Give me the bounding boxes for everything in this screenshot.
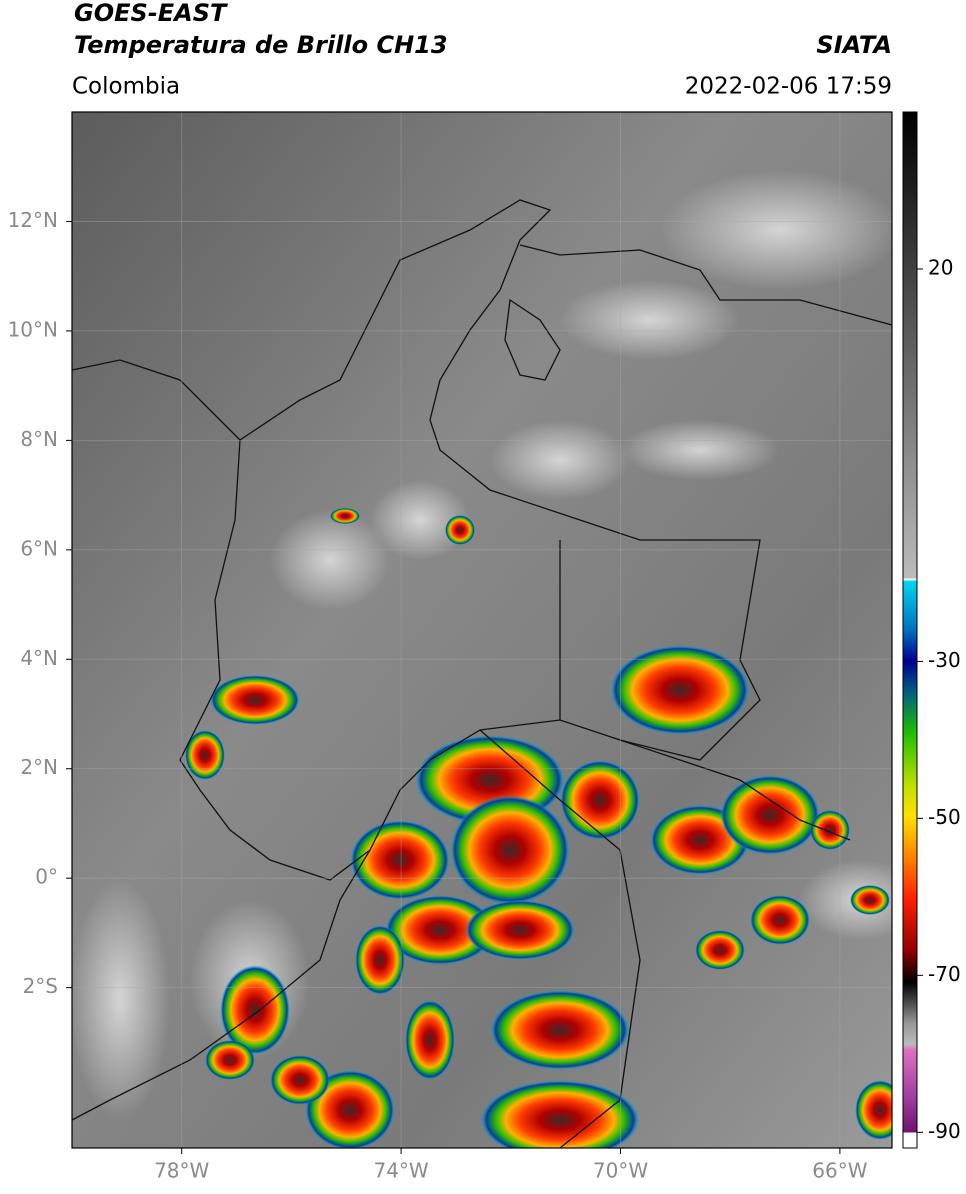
storm-cell bbox=[720, 775, 820, 855]
lat-label: 10°N bbox=[8, 317, 58, 341]
lon-label: 66°W bbox=[812, 1159, 867, 1183]
storm-cell bbox=[855, 1080, 892, 1140]
storm-cell bbox=[270, 1055, 330, 1105]
storm-cell bbox=[210, 675, 300, 725]
title: GOES-EAST bbox=[74, 0, 228, 27]
clouds bbox=[72, 170, 892, 1120]
cloud bbox=[560, 280, 740, 360]
lat-label: 2°N bbox=[20, 755, 58, 779]
cloud bbox=[620, 420, 780, 480]
storm-cell bbox=[810, 810, 850, 850]
colorbar-label: -70 bbox=[928, 962, 961, 986]
storm-cell bbox=[405, 1000, 455, 1080]
storm-cell bbox=[385, 895, 495, 965]
storm-cell bbox=[480, 1080, 640, 1148]
storm-cell bbox=[695, 930, 745, 970]
cloud bbox=[370, 480, 470, 560]
storm-cell bbox=[350, 820, 450, 900]
cloud bbox=[660, 170, 892, 290]
storm-cell bbox=[450, 795, 570, 905]
storm-cell bbox=[850, 885, 890, 915]
lat-label: 8°N bbox=[20, 427, 58, 451]
subtitle: Temperatura de Brillo CH13 bbox=[74, 31, 448, 59]
lat-label: 0° bbox=[35, 865, 58, 889]
source: SIATA bbox=[816, 31, 892, 59]
lat-label: 6°N bbox=[20, 536, 58, 560]
colorbar-label: -50 bbox=[928, 805, 961, 829]
borders bbox=[72, 199, 892, 1148]
cloud bbox=[72, 880, 170, 1120]
colorbar-label: 20 bbox=[928, 255, 953, 279]
storm-cell bbox=[750, 895, 810, 945]
storm-cell bbox=[610, 645, 750, 735]
cloud bbox=[800, 860, 892, 940]
lat-label: 12°N bbox=[8, 208, 58, 232]
storm-cell bbox=[205, 1040, 255, 1080]
map bbox=[72, 112, 892, 1148]
lon-label: 70°W bbox=[593, 1159, 648, 1183]
lon-label: 78°W bbox=[154, 1159, 209, 1183]
storm-cell bbox=[330, 508, 360, 524]
axes: 12°N 10°N 8°N 6°N 4°N 2°N 0° 2°S 78°W 74°W 70°W 66°… bbox=[8, 208, 961, 1183]
lon-label: 74°W bbox=[373, 1159, 428, 1183]
map-frame bbox=[71, 111, 893, 1149]
cloud bbox=[490, 420, 630, 500]
colorbar-label: -90 bbox=[928, 1119, 961, 1143]
cloud bbox=[270, 510, 390, 610]
storm-cell bbox=[355, 925, 405, 995]
region: Colombia bbox=[72, 74, 180, 100]
storm-cell bbox=[560, 760, 640, 840]
storm-cell bbox=[465, 900, 575, 960]
colorbar bbox=[902, 111, 918, 1149]
lat-label: 4°N bbox=[20, 646, 58, 670]
datetime: 2022-02-06 17:59 bbox=[685, 74, 892, 100]
storm-cell bbox=[490, 990, 630, 1070]
lat-label: 2°S bbox=[23, 974, 58, 998]
storm-cell bbox=[445, 515, 475, 545]
graticule bbox=[72, 112, 892, 1148]
storm-cell bbox=[185, 730, 225, 780]
colorbar-label: -30 bbox=[928, 648, 961, 672]
